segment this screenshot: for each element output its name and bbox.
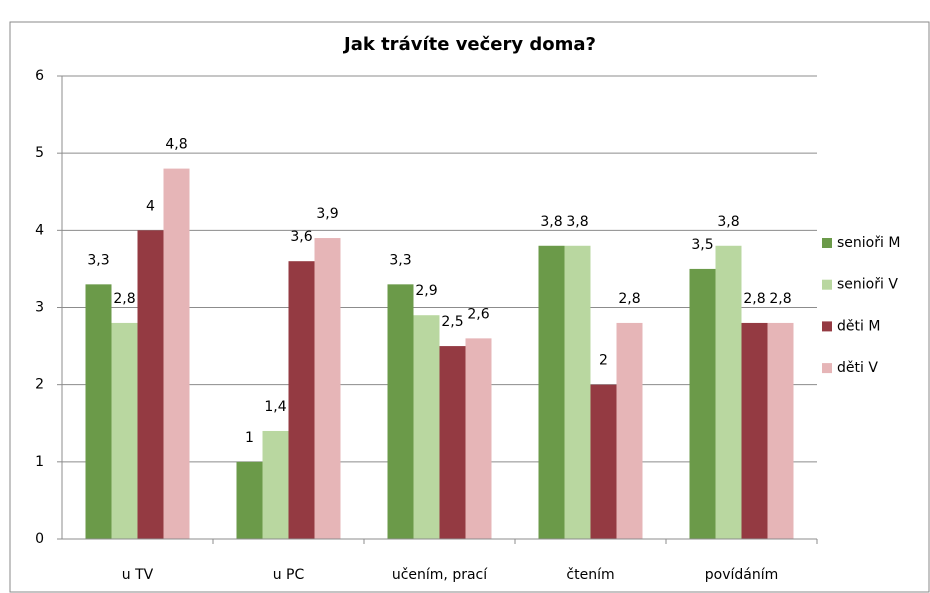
y-tick-label: 4 bbox=[35, 222, 44, 238]
bar bbox=[85, 284, 112, 539]
bar bbox=[715, 245, 742, 539]
data-label: 4 bbox=[146, 198, 155, 214]
data-label: 3,3 bbox=[389, 252, 411, 268]
data-label: 1 bbox=[245, 430, 254, 446]
legend-swatch bbox=[822, 279, 832, 290]
bar bbox=[741, 322, 768, 539]
bar bbox=[413, 315, 440, 539]
bar bbox=[590, 384, 617, 539]
bar bbox=[767, 322, 794, 539]
legend-label: děti M bbox=[837, 318, 880, 334]
bar bbox=[616, 322, 643, 539]
y-tick-label: 6 bbox=[35, 68, 44, 84]
data-label: 3,8 bbox=[540, 214, 562, 230]
x-tick-label: učením, prací bbox=[392, 567, 488, 583]
chart-title: Jak trávíte večery doma? bbox=[342, 34, 596, 55]
y-tick-label: 2 bbox=[35, 377, 44, 393]
data-label: 2,5 bbox=[441, 314, 463, 330]
legend-label: senioři M bbox=[837, 235, 900, 251]
data-label: 3,6 bbox=[290, 229, 312, 245]
data-label: 4,8 bbox=[165, 137, 187, 153]
data-label: 3,3 bbox=[87, 252, 109, 268]
y-tick-label: 1 bbox=[35, 454, 44, 470]
x-tick-label: čtením bbox=[566, 567, 614, 583]
legend-swatch bbox=[822, 363, 832, 374]
bar bbox=[314, 238, 341, 540]
bar bbox=[262, 430, 289, 539]
data-label: 2,8 bbox=[113, 291, 135, 307]
bar bbox=[111, 322, 138, 539]
bar bbox=[538, 245, 565, 539]
bar bbox=[439, 346, 466, 539]
bar bbox=[137, 230, 164, 540]
bar bbox=[163, 168, 190, 539]
data-label: 2,8 bbox=[769, 291, 791, 307]
bar bbox=[465, 338, 492, 539]
legend-swatch bbox=[822, 321, 832, 332]
y-tick-label: 5 bbox=[35, 145, 44, 161]
data-label: 2 bbox=[599, 353, 608, 369]
data-label: 1,4 bbox=[264, 399, 286, 415]
bar bbox=[387, 284, 414, 539]
data-label: 2,9 bbox=[415, 283, 437, 299]
data-label: 3,8 bbox=[566, 214, 588, 230]
y-tick-label: 0 bbox=[35, 531, 44, 547]
x-tick-label: u PC bbox=[273, 567, 305, 583]
data-label: 2,8 bbox=[618, 291, 640, 307]
bar bbox=[689, 268, 716, 539]
x-tick-label: u TV bbox=[122, 567, 154, 583]
legend-swatch bbox=[822, 238, 832, 248]
x-tick-label: povídáním bbox=[705, 567, 779, 583]
bar bbox=[564, 245, 591, 539]
data-label: 3,8 bbox=[717, 214, 739, 230]
data-label: 2,6 bbox=[467, 306, 489, 322]
data-label: 2,8 bbox=[743, 291, 765, 307]
data-label: 3,9 bbox=[316, 206, 338, 222]
bar bbox=[288, 261, 315, 539]
legend-label: senioři V bbox=[837, 277, 898, 293]
y-tick-label: 3 bbox=[35, 300, 44, 316]
legend-label: děti V bbox=[837, 360, 878, 376]
bar bbox=[236, 461, 263, 539]
data-label: 3,5 bbox=[691, 237, 713, 253]
